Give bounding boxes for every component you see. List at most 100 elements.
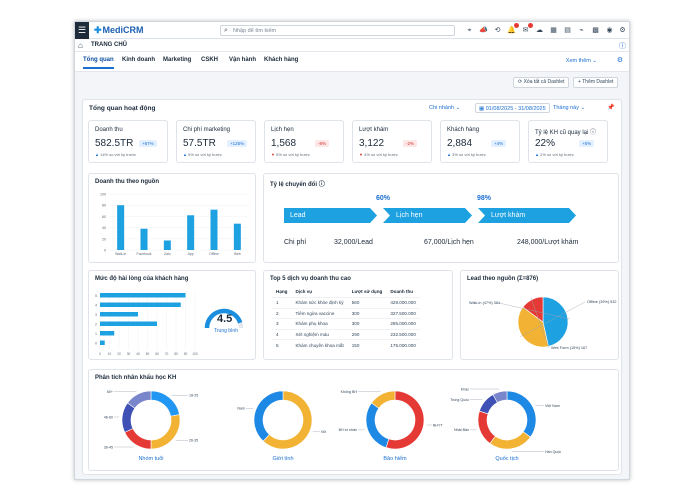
revenue-bar [233, 223, 241, 250]
kpi-card-returning-rate[interactable]: Tỷ lệ KH cũ quay lại ⓘ 22% +5% ▲ 2% so v… [528, 120, 608, 163]
arrow-up-icon: ▲ [183, 152, 187, 157]
settings-icon[interactable]: ⚙ [619, 27, 626, 34]
table-cell: 428.000.000 [386, 297, 420, 309]
dashboard-icon[interactable]: ⌂ [78, 41, 83, 50]
cloud-icon[interactable]: ☁ [536, 27, 543, 34]
donut-label: Hàn Quốc [545, 450, 561, 454]
kpi-compare-text: 5% so với kỳ trước [188, 152, 222, 157]
tab-overview[interactable]: Tổng quan [83, 57, 114, 69]
kpi-compare: ▲ 3% so với kỳ trước [447, 152, 486, 157]
tab-sales[interactable]: Kinh doanh [122, 57, 155, 63]
user-icon[interactable]: ◉ [606, 27, 613, 34]
history-icon[interactable]: ⟲ [494, 27, 501, 34]
table-row[interactable]: 4 Xét nghiệm máu 290 232.500.000 [272, 328, 420, 340]
donut-slice [127, 390, 152, 409]
kpi-change-badge: +125% [227, 140, 248, 147]
date-range-picker[interactable]: ▦ 01/08/2025 - 31/08/2025 [475, 103, 550, 113]
bell-icon[interactable]: 🔔 [507, 23, 519, 35]
app-logo[interactable]: ✚MediCRM [94, 25, 144, 35]
donut-label: Trung Quốc [450, 398, 469, 402]
search-input[interactable]: ⌕ Nhập để tìm kiếm [220, 25, 455, 36]
table-cell: 1 [272, 297, 292, 309]
overview-panel: Tổng quan hoạt động Chi nhánh ⌄ ▦ 01/08/… [82, 99, 622, 475]
period-select[interactable]: Tháng này ⌄ [553, 105, 586, 111]
donut-title-nationality: Quốc tịch [495, 456, 519, 462]
tab-marketing[interactable]: Marketing [163, 57, 192, 63]
card-title: Top 5 dịch vụ doanh thu cao [270, 276, 351, 282]
kpi-card-visits[interactable]: Lượt khám 3,122 -2% ▼ 4% so với kỳ trước [352, 120, 432, 163]
pin-icon[interactable]: 📌 [607, 105, 615, 111]
satisfaction-score: 4.5 [217, 313, 233, 325]
grid-icon[interactable]: ▩ [592, 27, 599, 34]
tab-cskh[interactable]: CSKH [201, 57, 219, 63]
funnel-step-visit: Lượt khám [491, 212, 526, 219]
donut-slice [150, 390, 180, 417]
kpi-change-badge: -8% [315, 140, 330, 147]
table-cell: Khám phụ khoa [291, 318, 348, 330]
funnel-rate-1: 60% [376, 195, 391, 202]
megaphone-icon[interactable]: 📣 [479, 27, 488, 34]
kpi-compare: ▼ 5% so với kỳ trước [271, 152, 310, 157]
kpi-card-customers[interactable]: Khách hàng 2,884 +4% ▲ 3% so với kỳ trướ… [440, 120, 520, 163]
donut-label: Nữ [321, 430, 327, 434]
kpi-change-badge: +67% [139, 140, 157, 147]
y-tick-label: 60 [102, 215, 106, 219]
top-services-card: Top 5 dịch vụ doanh thu cao Hạng Dịch vụ… [263, 270, 453, 360]
table-row[interactable]: 5 Khám chuyên khoa mắt 150 175.000.000 [272, 339, 420, 350]
table-row[interactable]: 1 Khám sức khỏe định kỳ 560 428.000.000 [272, 297, 420, 309]
y-tick-label: 2 [95, 322, 97, 326]
x-tick-label: Offline [209, 252, 219, 256]
document-icon[interactable]: ▤ [564, 27, 571, 34]
kpi-card-marketing-cost[interactable]: Chi phí marketing 57.5TR +125% ▲ 5% so v… [176, 120, 256, 163]
date-range-value: 01/08/2025 - 31/08/2025 [485, 106, 546, 112]
table-row[interactable]: 2 Tiêm ngừa vaccine 300 327.500.000 [272, 307, 420, 319]
kpi-compare: ▼ 4% so với kỳ trước [359, 152, 398, 157]
y-tick-label: 0 [104, 249, 106, 253]
donut-title-age: Nhóm tuổi [138, 456, 164, 462]
table-cell: 175.000.000 [386, 339, 420, 350]
table-cell: Khám sức khỏe định kỳ [291, 297, 348, 309]
kpi-card-appointments[interactable]: Lịch hẹn 1,568 -8% ▼ 5% so với kỳ trước [264, 120, 344, 163]
kpi-change-badge: -2% [403, 140, 418, 147]
funnel-step-lead: Lead [290, 212, 306, 219]
card-title: Mức độ hài lòng của khách hàng [95, 276, 189, 282]
table-cell: 3 [272, 318, 292, 330]
donut-title-gender: Giới tính [272, 456, 294, 462]
dashlet-actions: ⟳ Xóa tất cả Dashlet + Thêm Dashlet [75, 72, 629, 92]
funnel-cost-lead: 32,000/Lead [334, 239, 373, 246]
clear-dashlets-label: Xóa tất cả Dashlet [523, 79, 565, 85]
chat-icon[interactable]: ✉ [521, 23, 533, 35]
kpi-compare-text: 2% so với kỳ trước [540, 152, 574, 157]
plus-icon: + [578, 79, 581, 85]
conversion-funnel-card: Tỷ lệ chuyển đổi ⓘ 60% 98% Lead Lịch hẹn… [263, 173, 619, 263]
tab-operations[interactable]: Vận hành [229, 57, 257, 63]
column-header: Hạng [276, 289, 288, 294]
y-tick-label: 1 [95, 332, 97, 336]
tab-settings-icon[interactable]: ⚙ [616, 57, 623, 64]
view-more-link[interactable]: Xem thêm ⌄ [565, 58, 597, 64]
x-tick-label: Web [234, 252, 241, 256]
hamburger-icon[interactable]: ☰ [75, 22, 89, 39]
x-tick-label: 100 [192, 352, 198, 356]
search-placeholder: Nhập để tìm kiếm [233, 28, 277, 34]
funnel-arrows [284, 208, 576, 223]
table-cell: 327.500.000 [386, 307, 420, 319]
kpi-card-revenue[interactable]: Doanh thu 582.5TR +67% ▲ 14% so với kỳ t… [88, 120, 168, 163]
x-tick-label: 40 [136, 352, 140, 356]
calendar-icon[interactable]: ▦ [550, 27, 557, 34]
calendar-icon: ▦ [479, 106, 485, 112]
location-icon[interactable]: ⌖ [467, 27, 472, 34]
clear-dashlets-button[interactable]: ⟳ Xóa tất cả Dashlet [513, 77, 570, 88]
branch-filter[interactable]: Chi nhánh ⌄ [429, 105, 461, 111]
pie-leader-line [520, 301, 586, 337]
chart-icon[interactable]: ⌁ [579, 27, 584, 34]
donut-slice [477, 410, 496, 444]
help-icon[interactable]: ⓘ [619, 43, 626, 50]
add-dashlet-button[interactable]: + Thêm Dashlet [573, 77, 619, 88]
funnel-rate-2: 98% [477, 195, 492, 202]
arrow-up-icon: ▲ [95, 152, 99, 157]
kpi-value: 57.5TR [183, 138, 216, 149]
tab-customers[interactable]: Khách hàng [264, 57, 299, 63]
funnel-cost-visit: 248,000/Lượt khám [517, 239, 579, 246]
table-row[interactable]: 3 Khám phụ khoa 300 285.000.000 [272, 318, 420, 330]
